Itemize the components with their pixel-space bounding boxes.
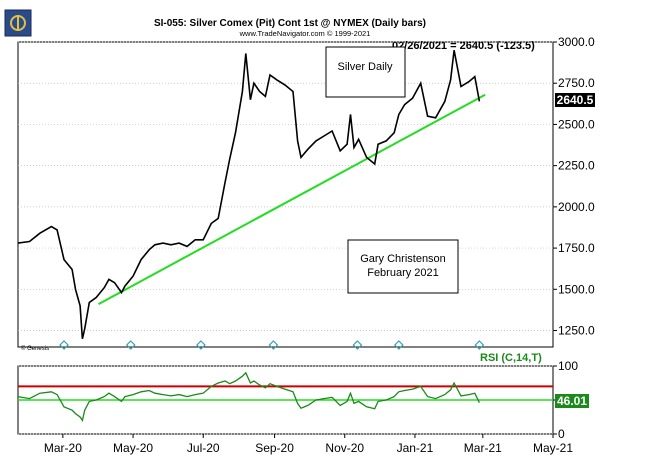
diamond-marker-icon (125, 340, 136, 350)
author-date: February 2021 (367, 267, 439, 279)
diamond-marker-icon (59, 340, 69, 350)
price-y-tick-label: 2750.0 (558, 76, 595, 90)
diamond-marker-icon (474, 340, 485, 350)
last-price-label: 2640.5 (557, 93, 594, 107)
x-tick-label: Mar-21 (464, 441, 502, 455)
x-tick-label: Mar-20 (44, 441, 82, 455)
trendline (98, 93, 486, 306)
logo-icon (4, 9, 32, 37)
price-y-tick-label: 1500.0 (558, 282, 595, 296)
price-y-tick-label: 2250.0 (558, 159, 595, 173)
price-line (17, 50, 481, 339)
silver-daily-box: Silver Daily (325, 46, 406, 98)
author-box: Gary Christenson February 2021 (347, 239, 459, 294)
source-credit: www.TradeNavigator.com © 1999-2021 (239, 29, 371, 38)
price-y-tick-label: 3000.0 (558, 35, 595, 49)
rsi-y-tick-label: 100 (558, 359, 578, 373)
x-tick-label: Nov-20 (325, 441, 364, 455)
x-tick-label: Jul-20 (187, 441, 220, 455)
rsi-y-tick-label: 0 (558, 427, 565, 441)
author-name: Gary Christenson (360, 253, 446, 265)
price-panel (17, 41, 554, 348)
rsi-value-label: 46.01 (557, 394, 587, 408)
genesis-credit: © Genesis (21, 345, 49, 352)
x-tick-label: May-20 (113, 441, 153, 455)
chart-title: SI-055: Silver Comex (Pit) Cont 1st @ NY… (154, 18, 426, 29)
price-y-tick-label: 1250.0 (558, 324, 595, 338)
rsi-label: RSI (C,14,T) (480, 352, 542, 364)
x-tick-label: May-21 (533, 441, 573, 455)
price-y-tick-label: 1750.0 (558, 241, 595, 255)
diamond-marker-icon (352, 340, 363, 350)
silver-daily-label: Silver Daily (337, 61, 393, 73)
last-price-readout: 02/26/2021 = 2640.5 (-123.5) (392, 40, 535, 52)
rsi-line (17, 371, 480, 423)
x-tick-label: Jan-21 (397, 441, 434, 455)
price-y-tick-label: 2000.0 (558, 200, 595, 214)
last-price-tag: 2640.5 (555, 93, 595, 107)
rsi-value-tag: 46.01 (555, 394, 589, 408)
x-tick-label: Sep-20 (255, 441, 294, 455)
diamond-marker-icon (393, 340, 404, 350)
diamond-marker-icon (196, 340, 206, 350)
diamond-marker-icon (268, 340, 279, 350)
price-y-tick-label: 2500.0 (558, 117, 595, 131)
